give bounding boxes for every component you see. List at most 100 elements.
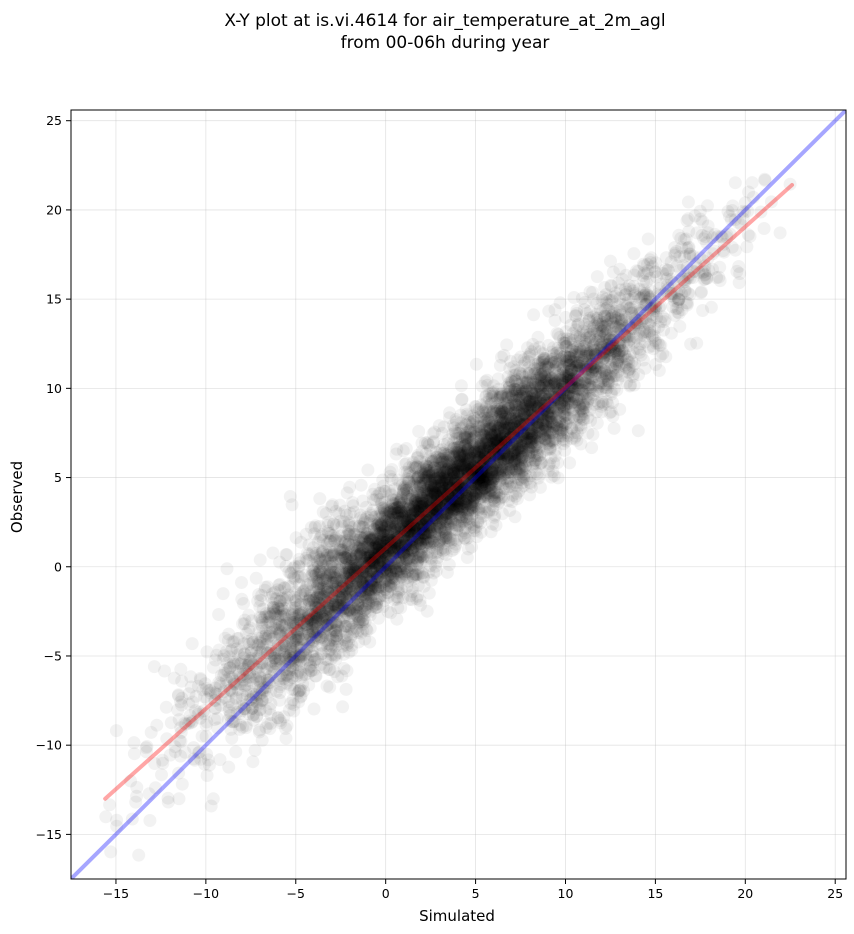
scatter-point: [427, 485, 441, 499]
scatter-point: [159, 700, 173, 714]
scatter-point: [338, 545, 352, 558]
scatter-point: [208, 701, 222, 715]
scatter-point: [459, 532, 473, 546]
scatter-point: [331, 579, 345, 593]
scatter-point: [603, 331, 617, 345]
scatter-point: [316, 625, 330, 639]
scatter-point: [773, 226, 787, 240]
scatter-point: [486, 517, 500, 531]
scatter-point: [622, 335, 636, 348]
scatter-point: [484, 433, 498, 447]
scatter-point: [450, 456, 464, 470]
scatter-point: [432, 455, 446, 469]
scatter-point: [404, 514, 418, 528]
scatter-point: [282, 565, 296, 579]
scatter-point: [559, 390, 573, 403]
scatter-point: [386, 571, 400, 585]
scatter-point: [428, 507, 442, 521]
scatter-point: [596, 340, 610, 354]
scatter-point: [408, 504, 422, 518]
scatter-point: [590, 405, 604, 419]
scatter-point: [432, 503, 446, 517]
scatter-point: [544, 470, 558, 484]
scatter-point: [533, 433, 547, 447]
scatter-point: [467, 425, 481, 439]
scatter-point: [419, 510, 433, 524]
scatter-point: [519, 393, 533, 406]
scatter-point: [262, 607, 276, 621]
scatter-point: [541, 368, 555, 382]
scatter-point: [613, 402, 627, 416]
scatter-point: [322, 534, 336, 548]
scatter-point: [293, 650, 307, 664]
scatter-point: [410, 534, 424, 548]
scatter-point: [235, 576, 248, 589]
scatter-point: [557, 386, 571, 400]
scatter-point: [192, 705, 206, 719]
scatter-point: [129, 795, 143, 809]
scatter-point: [373, 568, 387, 582]
scatter-point: [344, 568, 358, 582]
scatter-point: [596, 336, 610, 350]
scatter-point: [140, 740, 154, 753]
scatter-point: [611, 308, 625, 322]
scatter-point: [496, 465, 510, 478]
scatter-point: [297, 684, 311, 698]
scatter-point: [336, 585, 350, 599]
scatter-point: [367, 522, 381, 536]
scatter-point: [368, 555, 381, 569]
scatter-point: [603, 351, 617, 365]
scatter-point: [361, 551, 375, 565]
scatter-point: [627, 247, 641, 261]
scatter-point: [411, 526, 425, 540]
scatter-point: [430, 521, 444, 535]
scatter-point: [416, 496, 430, 510]
scatter-point: [481, 441, 495, 455]
scatter-point: [590, 311, 604, 325]
scatter-point: [451, 468, 465, 482]
scatter-point: [538, 432, 552, 446]
scatter-point: [321, 599, 335, 613]
scatter-point: [224, 706, 238, 720]
scatter-point: [524, 373, 538, 387]
scatter-point: [519, 370, 532, 384]
scatter-point: [553, 296, 567, 310]
scatter-point: [326, 576, 339, 590]
scatter-point: [479, 481, 493, 495]
scatter-point: [543, 417, 557, 431]
scatter-point: [416, 523, 430, 537]
scatter-point: [491, 423, 505, 437]
scatter-point: [452, 494, 466, 508]
scatter-point: [600, 331, 614, 345]
scatter-point: [312, 560, 325, 574]
scatter-point: [415, 530, 429, 544]
scatter-point: [369, 567, 382, 580]
scatter-point: [586, 322, 600, 336]
scatter-point: [368, 540, 382, 554]
scatter-point: [353, 585, 367, 599]
scatter-point: [258, 681, 272, 695]
chart-subtitle: from 00-06h during year: [341, 33, 550, 53]
scatter-point: [513, 391, 527, 405]
scatter-point: [457, 455, 471, 469]
scatter-point: [609, 344, 623, 358]
scatter-point: [561, 370, 575, 384]
scatter-point: [757, 222, 771, 235]
scatter-point: [567, 291, 581, 304]
scatter-point: [563, 336, 577, 350]
scatter-point: [331, 599, 345, 612]
scatter-point: [320, 546, 334, 560]
scatter-point: [382, 558, 396, 572]
scatter-point: [263, 646, 277, 660]
scatter-point: [561, 389, 575, 403]
scatter-point: [325, 604, 339, 618]
scatter-point: [358, 599, 372, 612]
scatter-points: [99, 172, 797, 862]
scatter-point: [481, 475, 495, 489]
scatter-point: [601, 338, 615, 351]
scatter-point: [385, 488, 399, 502]
scatter-point: [464, 499, 478, 513]
scatter-point: [642, 318, 656, 332]
scatter-point: [482, 450, 496, 464]
scatter-point: [372, 546, 386, 560]
